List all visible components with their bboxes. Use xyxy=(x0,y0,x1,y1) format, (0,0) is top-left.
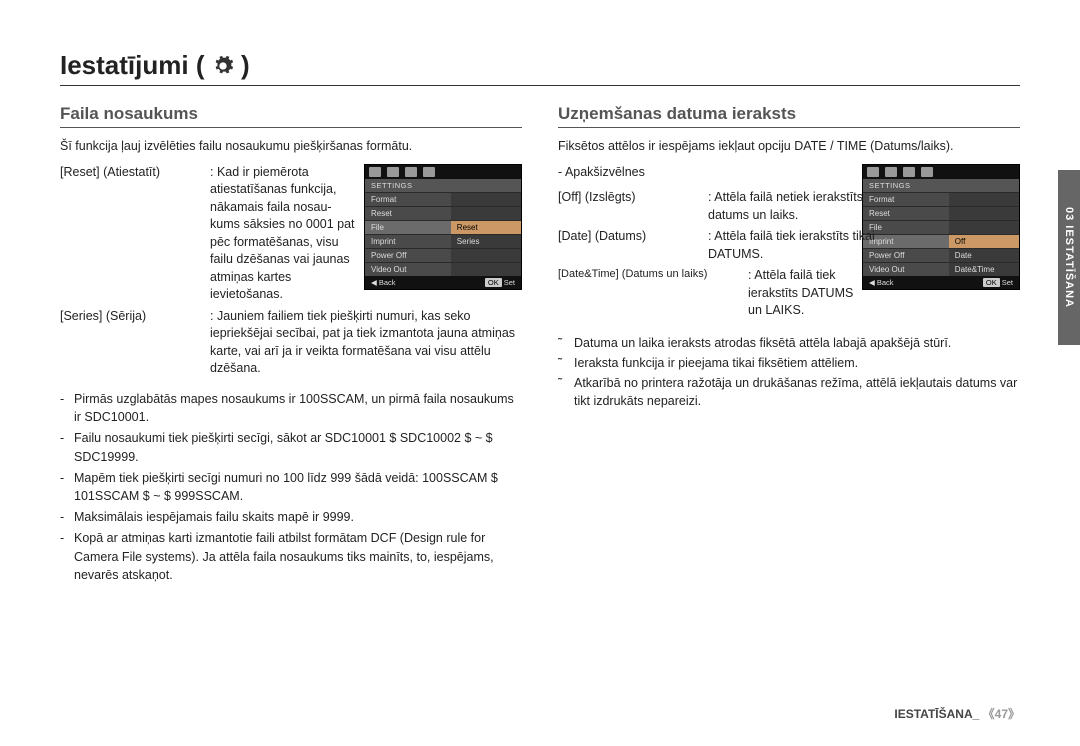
page-root: Iestatījumi ( ) Faila nosaukums Šī funkc… xyxy=(0,0,1080,746)
title-prefix: Iestatījumi ( xyxy=(60,50,204,80)
right-section-title: Uzņemšanas datuma ieraksts xyxy=(558,104,1020,128)
def-desc: : Jauniem failiem tiek piešķirti numuri,… xyxy=(210,308,522,378)
lcd-ok-set: OKSet xyxy=(485,278,515,287)
left-column: Faila nosaukums Šī funkcija ļauj izvēlēt… xyxy=(60,104,522,587)
def-row: [Date&Time] (Datums un laiks) : Attēla f… xyxy=(558,267,854,320)
note-item: ˜Ieraksta funkcija ir pieejama tikai fik… xyxy=(558,354,1020,372)
def-term: [Date] (Datums) xyxy=(558,228,708,263)
list-item: -Failu nosaukumi tiek piešķirti secīgi, … xyxy=(60,429,522,467)
def-term: [Series] (Sērija) xyxy=(60,308,210,378)
def-desc: : Attēla failā tiek ierakstīts tikai DAT… xyxy=(708,228,888,263)
list-item: -Mapēm tiek piešķirti secīgi numuri no 1… xyxy=(60,469,522,507)
gear-icon xyxy=(212,53,234,75)
note-mark-icon: ˜ xyxy=(558,374,574,410)
lcd-imprint-menu: SETTINGS Format Reset File ImprintOff Po… xyxy=(862,164,1020,290)
lcd-topbar xyxy=(863,165,1019,179)
right-defs-block: SETTINGS Format Reset File ImprintOff Po… xyxy=(558,164,1020,324)
list-item: -Pirmās uzglabātās mapes nosaukums ir 10… xyxy=(60,390,522,428)
note-mark-icon: ˜ xyxy=(558,334,574,352)
def-term: [Off] (Izslēgts) xyxy=(558,189,708,224)
list-item: -Maksimālais iespējamais failu skaits ma… xyxy=(60,508,522,527)
speaker-icon xyxy=(885,167,897,177)
def-row: [Date] (Datums) : Attēla failā tiek iera… xyxy=(558,228,854,263)
def-row: [Series] (Sērija) : Jauniem failiem tiek… xyxy=(60,308,522,378)
lcd-row: Video OutDate&Time xyxy=(863,262,1019,276)
lcd-header: SETTINGS xyxy=(365,179,521,192)
def-row: [Off] (Izslēgts) : Attēla failā netiek i… xyxy=(558,189,854,224)
right-notes: ˜Datuma un laika ieraksts atrodas fiksēt… xyxy=(558,334,1020,411)
right-column: Uzņemšanas datuma ieraksts Fiksētos attē… xyxy=(558,104,1020,587)
camera-icon xyxy=(369,167,381,177)
dash-icon: - xyxy=(60,429,74,467)
lcd-file-menu: SETTINGS Format Reset FileReset ImprintS… xyxy=(364,164,522,290)
lcd-row: Power Off xyxy=(365,248,521,262)
title-suffix: ) xyxy=(241,50,250,80)
lcd-footer: ◀ Back OKSet xyxy=(863,276,1019,289)
display-icon xyxy=(903,167,915,177)
lcd-footer: ◀ Back OKSet xyxy=(365,276,521,289)
footer-label: IESTATĪŠANA_ xyxy=(894,707,979,721)
lcd-row: FileReset xyxy=(365,220,521,234)
note-item: ˜Datuma un laika ieraksts atrodas fiksēt… xyxy=(558,334,1020,352)
left-bullets: -Pirmās uzglabātās mapes nosaukums ir 10… xyxy=(60,390,522,586)
left-section-title: Faila nosaukums xyxy=(60,104,522,128)
gear-icon xyxy=(423,167,435,177)
def-term: [Reset] (Atiestatīt) xyxy=(60,164,210,304)
columns: Faila nosaukums Šī funkcija ļauj izvēlēt… xyxy=(60,104,1020,587)
speaker-icon xyxy=(387,167,399,177)
dash-icon: - xyxy=(60,390,74,428)
spacer xyxy=(558,324,1020,334)
lcd-back: ◀ Back xyxy=(869,278,894,287)
right-intro: Fiksētos attēlos ir iespējams iekļaut op… xyxy=(558,138,1020,156)
def-desc: : Attēla failā netiek ierakstīts datums … xyxy=(708,189,888,224)
side-tab: 03 IESTATĪŠANA xyxy=(1058,170,1080,345)
def-desc: : Kad ir piemērota atiestatīšanas funkci… xyxy=(210,164,356,304)
list-item: -Kopā ar atmiņas karti izmantotie faili … xyxy=(60,529,522,585)
page-title: Iestatījumi ( ) xyxy=(60,50,1020,86)
lcd-back: ◀ Back xyxy=(371,278,396,287)
def-term: [Date&Time] (Datums un laiks) xyxy=(558,267,748,320)
lcd-ok-set: OKSet xyxy=(983,278,1013,287)
camera-icon xyxy=(867,167,879,177)
dash-icon: - xyxy=(60,508,74,527)
def-desc: : Attēla failā tiek ierakstīts DATUMS un… xyxy=(748,267,854,320)
dash-icon: - xyxy=(60,469,74,507)
note-mark-icon: ˜ xyxy=(558,354,574,372)
left-intro: Šī funkcija ļauj izvēlēties failu nosauk… xyxy=(60,138,522,156)
dash-icon: - xyxy=(60,529,74,585)
lcd-row: Video Out xyxy=(365,262,521,276)
page-footer: IESTATĪŠANA_ 《47》 xyxy=(894,705,1020,722)
left-defs-block: SETTINGS Format Reset FileReset ImprintS… xyxy=(60,164,522,382)
display-icon xyxy=(405,167,417,177)
footer-page-number: 《47》 xyxy=(983,707,1020,721)
lcd-row: Format xyxy=(365,192,521,206)
gear-icon xyxy=(921,167,933,177)
def-row: [Reset] (Atiestatīt) : Kad ir piemērota … xyxy=(60,164,356,304)
lcd-row: ImprintSeries xyxy=(365,234,521,248)
lcd-row: Reset xyxy=(365,206,521,220)
lcd-topbar xyxy=(365,165,521,179)
note-item: ˜Atkarībā no printera ražotāja un drukāš… xyxy=(558,374,1020,410)
